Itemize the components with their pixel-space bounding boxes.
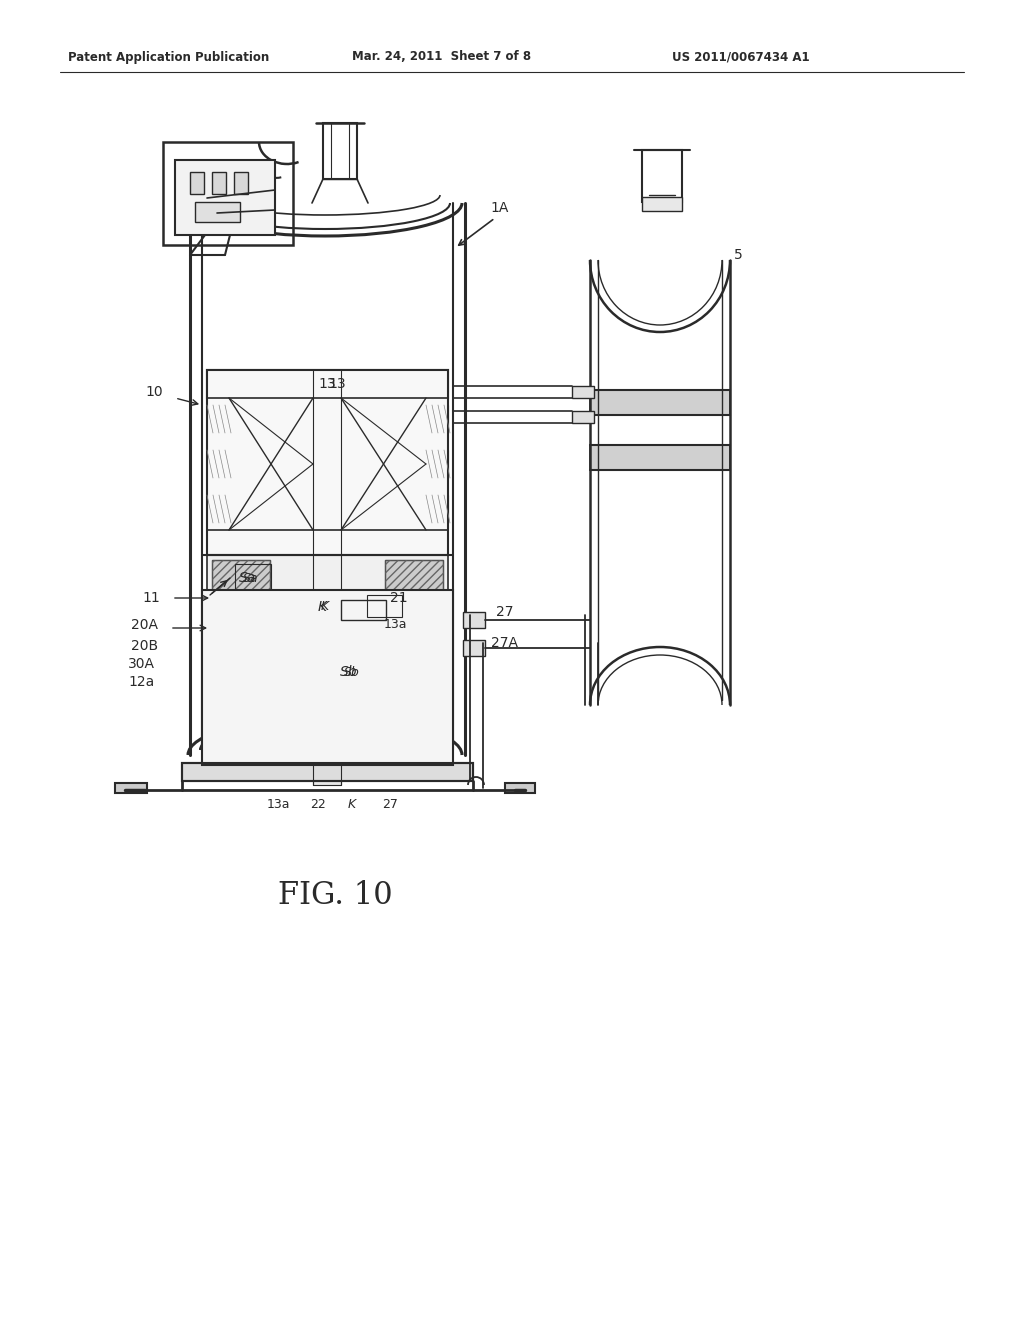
Bar	[343, 741, 445, 756]
Bar	[210, 741, 311, 756]
Text: K: K	[348, 799, 356, 812]
Bar	[505, 783, 535, 793]
Bar	[207, 370, 449, 554]
Bar	[323, 123, 357, 180]
Bar	[385, 560, 443, 602]
Bar	[367, 595, 402, 616]
Text: 22: 22	[310, 799, 326, 812]
Bar	[207, 405, 229, 433]
Bar	[287, 610, 367, 632]
Bar	[190, 172, 204, 194]
Bar	[207, 495, 229, 523]
Text: 12a: 12a	[129, 675, 155, 689]
Bar	[572, 385, 594, 399]
Bar	[590, 389, 730, 414]
Text: Sa: Sa	[244, 573, 259, 586]
Bar	[341, 601, 386, 620]
Bar	[341, 601, 386, 620]
Text: 27A: 27A	[492, 636, 518, 649]
Bar	[343, 723, 445, 739]
Bar	[212, 560, 270, 602]
Bar	[234, 564, 271, 591]
Bar	[212, 560, 270, 602]
Bar	[210, 723, 311, 739]
Bar	[343, 741, 445, 756]
Text: 27: 27	[497, 605, 514, 619]
Bar	[287, 610, 367, 632]
Bar	[343, 723, 445, 739]
Text: 13a: 13a	[383, 619, 407, 631]
Text: 13: 13	[328, 378, 346, 391]
Bar	[463, 612, 485, 628]
Text: K: K	[317, 601, 327, 614]
Text: 13: 13	[318, 378, 336, 391]
Bar	[426, 450, 449, 478]
Text: 13a: 13a	[266, 799, 290, 812]
Text: 21: 21	[390, 591, 408, 605]
Text: K: K	[321, 601, 329, 614]
Bar	[426, 405, 449, 433]
Text: US 2011/0067434 A1: US 2011/0067434 A1	[672, 50, 810, 63]
Text: Sa: Sa	[240, 572, 257, 585]
Text: Mar. 24, 2011  Sheet 7 of 8: Mar. 24, 2011 Sheet 7 of 8	[352, 50, 531, 63]
Text: 1A: 1A	[490, 201, 509, 215]
Bar	[463, 640, 485, 656]
Text: FIG. 10: FIG. 10	[278, 879, 392, 911]
Bar	[115, 783, 147, 793]
Bar	[212, 172, 226, 194]
Text: Sb: Sb	[340, 665, 357, 678]
Text: 30A: 30A	[128, 657, 155, 671]
Text: 11: 11	[142, 591, 160, 605]
Bar	[175, 160, 275, 235]
Bar	[207, 531, 449, 554]
Bar	[343, 705, 445, 721]
Bar	[202, 590, 453, 766]
Text: 20B: 20B	[131, 639, 158, 653]
Bar	[210, 741, 311, 756]
Bar	[207, 450, 229, 478]
Text: 5: 5	[733, 248, 742, 261]
Bar	[234, 172, 248, 194]
Bar	[210, 723, 311, 739]
Text: 20A: 20A	[131, 618, 158, 632]
Text: 10: 10	[145, 385, 163, 399]
Bar	[182, 763, 473, 781]
Bar	[642, 150, 682, 202]
Text: Patent Application Publication: Patent Application Publication	[68, 50, 269, 63]
Bar	[385, 560, 443, 602]
Bar	[642, 197, 682, 211]
Bar	[210, 705, 311, 721]
Bar	[278, 680, 377, 705]
Bar	[590, 445, 730, 470]
Bar	[278, 680, 377, 705]
Bar	[163, 143, 293, 246]
Bar	[426, 495, 449, 523]
Bar	[313, 370, 341, 785]
Text: Sb: Sb	[344, 665, 359, 678]
Bar	[210, 705, 311, 721]
Bar	[343, 705, 445, 721]
Bar	[182, 763, 473, 781]
Text: 27: 27	[382, 799, 398, 812]
Bar	[347, 622, 369, 630]
Bar	[572, 411, 594, 422]
Bar	[207, 554, 449, 590]
Bar	[207, 370, 449, 399]
Bar	[195, 202, 240, 222]
